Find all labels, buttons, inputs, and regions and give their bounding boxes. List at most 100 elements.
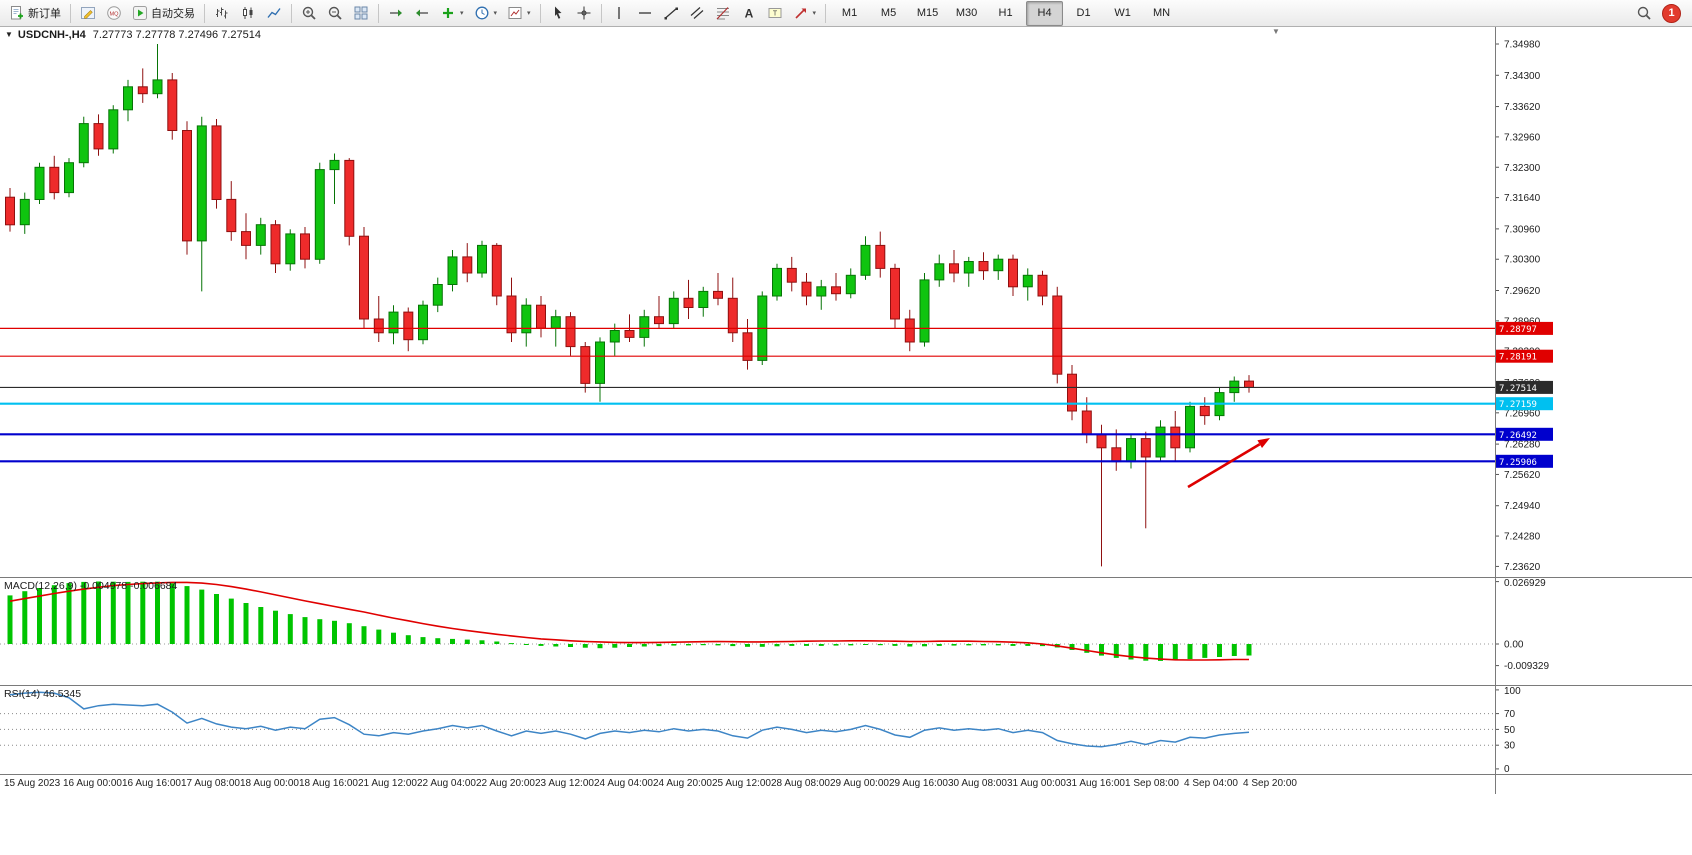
price-axis-label: 7.24280: [1504, 532, 1541, 543]
timeframe-m15-button[interactable]: M15: [916, 7, 939, 19]
timeframe-m5-button[interactable]: M5: [880, 7, 897, 19]
mql5-community-icon: MQ: [107, 6, 121, 20]
candle-body: [1022, 274, 1033, 288]
candle-body: [1199, 405, 1210, 417]
time-axis-label: 16 Aug 16:00: [122, 778, 181, 789]
mql5-community-button[interactable]: MQ: [102, 1, 126, 26]
candle-body: [1170, 426, 1181, 449]
macd-histogram-bar: [361, 626, 367, 644]
time-axis-label: 29 Aug 16:00: [889, 778, 948, 789]
macd-histogram-bar: [1040, 644, 1045, 647]
macd-pane[interactable]: 0.026929 0.00 -0.009329: [0, 578, 1692, 685]
cursor-icon: [554, 6, 562, 19]
pane-separator[interactable]: [0, 577, 1692, 578]
templates-button[interactable]: ▾: [503, 1, 535, 26]
price-level-badge-label: 7.27514: [1499, 384, 1537, 394]
macd-histogram-bar: [494, 641, 500, 644]
text-label-tool-button[interactable]: T: [763, 1, 787, 26]
new-order-icon: [11, 6, 23, 20]
autotrading-label: 自动交易: [151, 8, 195, 20]
macd-histogram-bar: [7, 595, 13, 644]
price-level-badge-label: 7.26492: [1499, 431, 1537, 441]
toolbar-separator: [378, 3, 379, 23]
time-axis-label: 29 Aug 00:00: [830, 778, 889, 789]
price-axis-label: 7.34980: [1504, 40, 1541, 51]
timeframe-h1-button[interactable]: H1: [998, 7, 1013, 19]
macd-histogram-bar: [1128, 644, 1134, 660]
timeframe-m1-button[interactable]: M1: [841, 7, 858, 19]
zoom-in-button[interactable]: [297, 1, 321, 26]
candle-body: [668, 297, 679, 325]
periods-button[interactable]: ▾: [470, 1, 502, 26]
timeframe-h4-button[interactable]: H4: [1026, 0, 1064, 26]
candle-body: [1052, 295, 1063, 375]
vertical-line-tool-button[interactable]: [607, 1, 631, 26]
tile-windows-button[interactable]: [349, 1, 373, 26]
macd-histogram-bar: [302, 617, 308, 644]
candle-body: [654, 316, 664, 325]
chart-shift-marker-icon[interactable]: ▼: [1272, 27, 1280, 36]
zoom-out-button[interactable]: [323, 1, 347, 26]
dropdown-caret-icon: ▾: [493, 10, 498, 17]
macd-histogram-bar: [376, 629, 382, 644]
macd-histogram-bar: [125, 581, 131, 644]
macd-histogram-bar: [287, 614, 293, 644]
price-level-badge: [1496, 427, 1553, 441]
timeframe-m30-button[interactable]: M30: [955, 7, 978, 19]
price-axis-label: 7.30300: [1504, 255, 1541, 266]
macd-histogram-bar: [1113, 644, 1119, 658]
cursor-tool-button[interactable]: [546, 1, 570, 26]
notification-badge[interactable]: 1: [1662, 3, 1681, 23]
metaeditor-button[interactable]: [76, 1, 100, 26]
indicators-button[interactable]: ▾: [436, 1, 468, 26]
timeframe-mn-button[interactable]: MN: [1153, 7, 1171, 19]
macd-histogram-bar: [1099, 644, 1104, 656]
arrow-object-icon: [794, 8, 806, 19]
text-tool-button[interactable]: A: [737, 1, 761, 26]
candle-body: [1244, 380, 1254, 389]
search-button[interactable]: [1632, 1, 1656, 26]
chart-shift-button[interactable]: [410, 1, 434, 26]
pane-separator[interactable]: [0, 685, 1692, 686]
timeframe-w1-button[interactable]: W1: [1114, 7, 1131, 19]
new-order-button[interactable]: 新订单: [5, 1, 65, 26]
rsi-pane[interactable]: 100 70 50 30 0: [0, 686, 1692, 774]
one-click-trading-arrow-icon[interactable]: ▼: [5, 30, 13, 39]
time-axis[interactable]: 15 Aug 2023 16 Aug 00:00 16 Aug 16:00 17 Au…: [0, 775, 1692, 794]
macd-axis-label: -0.009329: [1504, 661, 1549, 672]
horizontal-line-tool-button[interactable]: [633, 1, 657, 26]
macd-histogram-bar: [184, 586, 190, 644]
fibonacci-tool-button[interactable]: [711, 1, 735, 26]
candle-body: [609, 330, 620, 343]
time-axis-label: 31 Aug 00:00: [1007, 778, 1066, 789]
candle-body: [550, 316, 561, 329]
trendline-tool-button[interactable]: [659, 1, 683, 26]
candle-body: [49, 166, 60, 194]
price-axis-label: 7.32960: [1504, 132, 1541, 143]
crosshair-tool-button[interactable]: [572, 1, 596, 26]
macd-histogram-bar: [332, 620, 337, 644]
candle-body: [565, 316, 576, 348]
autotrading-button[interactable]: 自动交易: [128, 1, 199, 26]
line-chart-mode-button[interactable]: [262, 1, 286, 26]
price-pane[interactable]: 7.34980 7.34300 7.33620 7.32960 7.32300 7.316…: [0, 27, 1692, 577]
candle-body: [1008, 258, 1018, 288]
candlestick-mode-button[interactable]: [236, 1, 260, 26]
auto-scroll-button[interactable]: [384, 1, 408, 26]
macd-histogram-bar: [1217, 644, 1222, 657]
macd-histogram-bar: [1025, 644, 1031, 646]
channel-tool-button[interactable]: [685, 1, 709, 26]
macd-histogram-bar: [700, 644, 706, 646]
annotation-arrow-line[interactable]: [1187, 443, 1261, 489]
macd-histogram-bar: [346, 623, 352, 644]
arrows-tool-button[interactable]: ▾: [789, 1, 821, 26]
macd-histogram-bar: [848, 644, 854, 646]
macd-histogram-bar: [789, 644, 795, 646]
price-level-badge: [1496, 380, 1553, 394]
candle-body: [1185, 405, 1195, 449]
macd-histogram-bar: [435, 638, 441, 644]
time-axis-label: 28 Aug 08:00: [771, 778, 830, 789]
bar-chart-mode-button[interactable]: [210, 1, 234, 26]
candle-body: [1155, 426, 1166, 458]
timeframe-d1-button[interactable]: D1: [1076, 7, 1091, 19]
